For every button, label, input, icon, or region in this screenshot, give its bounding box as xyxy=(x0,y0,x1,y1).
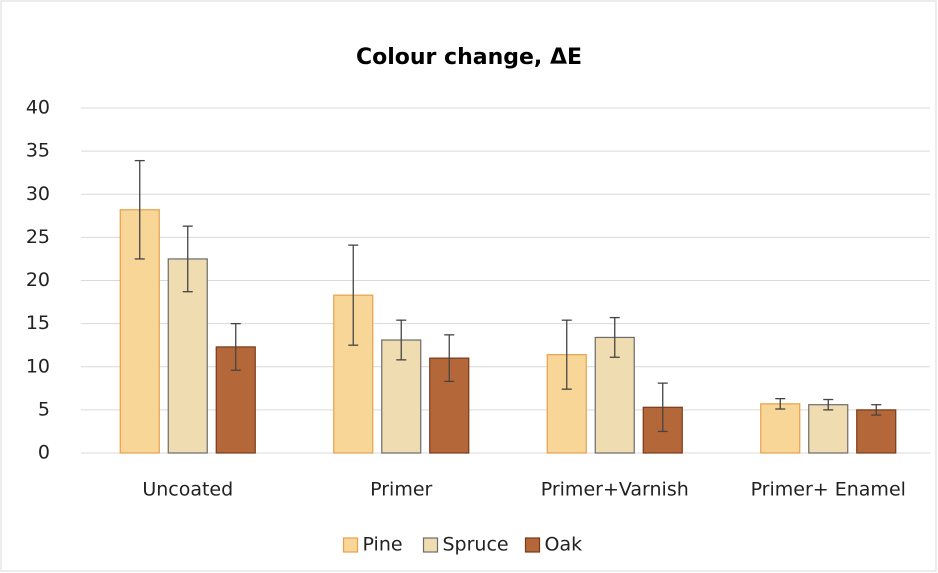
y-tick-label: 15 xyxy=(26,312,50,334)
chart-title: Colour change, ΔE xyxy=(356,45,582,70)
legend-swatch xyxy=(342,537,359,553)
legend-label: Oak xyxy=(545,534,583,556)
legend-swatch xyxy=(422,537,439,553)
error-bar xyxy=(230,322,241,371)
legend-label: Pine xyxy=(363,534,403,556)
error-bar xyxy=(444,334,455,383)
error-bar xyxy=(871,404,882,416)
error-bar xyxy=(182,225,193,293)
y-tick-label: 25 xyxy=(26,226,50,248)
error-bar xyxy=(657,382,668,433)
error-bar xyxy=(348,244,359,346)
y-tick-label: 40 xyxy=(26,97,50,119)
y-tick-label: 5 xyxy=(38,398,50,420)
x-tick-label: Uncoated xyxy=(142,479,233,501)
x-tick-label: Primer xyxy=(370,479,432,501)
error-bar xyxy=(775,398,786,410)
error-bar xyxy=(134,159,145,260)
error-bar xyxy=(561,319,572,390)
bar xyxy=(856,409,897,454)
error-bar xyxy=(396,319,407,361)
x-tick-label: Primer+Varnish xyxy=(541,479,689,501)
bar xyxy=(808,404,849,454)
error-bar xyxy=(609,316,620,358)
legend-swatch xyxy=(524,537,541,553)
y-tick-label: 35 xyxy=(26,140,50,162)
y-tick-label: 30 xyxy=(26,183,50,205)
error-bar xyxy=(823,398,834,411)
y-tick-label: 10 xyxy=(26,355,50,377)
y-tick-label: 20 xyxy=(26,269,50,291)
bar xyxy=(760,403,801,454)
legend-label: Spruce xyxy=(443,534,509,556)
x-tick-label: Primer+ Enamel xyxy=(751,479,906,501)
y-tick-label: 0 xyxy=(38,442,50,464)
